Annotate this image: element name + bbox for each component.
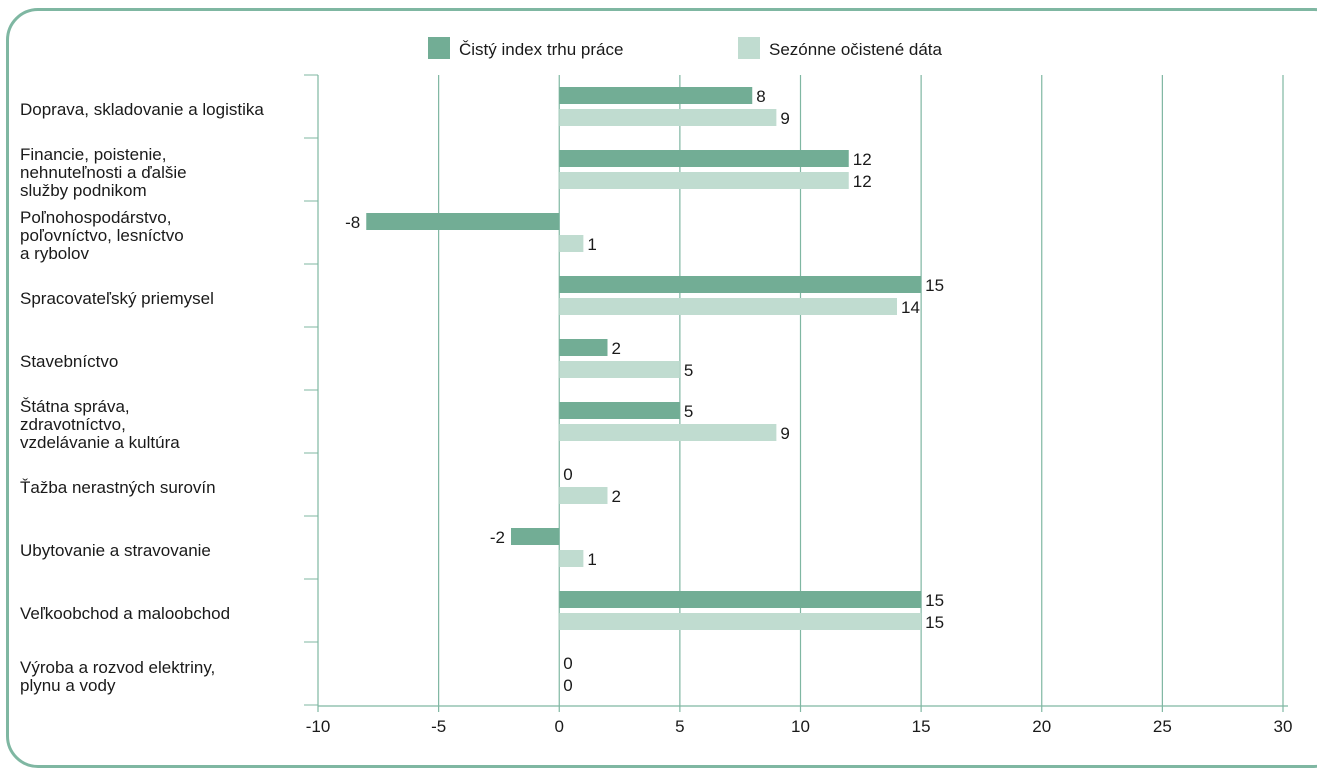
data-label: 15 [925,613,944,632]
bars [366,87,922,630]
legend-label-seasonal: Sezónne očistené dáta [769,40,943,59]
data-label: 0 [563,676,572,695]
category-label: Výroba a rozvod elektriny, plynu a vody [20,658,215,695]
bar-net-index [366,213,560,230]
data-label: 15 [925,276,944,295]
category-label-line: a rybolov [20,244,89,263]
category-label-line: poľovníctvo, lesníctvo [20,226,184,245]
data-label: -2 [490,528,505,547]
bar-net-index [559,150,849,167]
category-label-line: plynu a vody [20,676,116,695]
category-label-line: Stavebníctvo [20,352,118,371]
category-label: Stavebníctvo [20,352,118,371]
category-label: Ubytovanie a stravovanie [20,541,211,560]
x-tick-label: 5 [675,717,684,736]
bar-net-index [511,528,560,545]
x-tick-label: 25 [1153,717,1172,736]
data-label: 1 [587,550,596,569]
bar-seasonal [559,109,777,126]
x-tick-label: -5 [431,717,446,736]
category-label: Štátna správa, zdravotníctvo, vzdelávanie … [20,397,180,452]
data-label: 8 [756,87,765,106]
data-label: 1 [587,235,596,254]
data-label: 14 [901,298,920,317]
data-label: 12 [853,150,872,169]
category-label-line: nehnuteľnosti a ďalšie [20,163,187,182]
value-labels: 8 12 -8 15 2 5 0 -2 15 0 9 12 1 14 5 9 2 1 15 0 [345,87,944,695]
category-label-line: Financie, poistenie, [20,145,166,164]
data-label: 9 [780,424,789,443]
bar-seasonal [559,298,897,315]
bar-net-index [559,87,753,104]
category-label: Doprava, skladovanie a logistika [20,100,264,119]
bar-net-index [559,339,608,356]
category-label-line: zdravotníctvo, [20,415,126,434]
data-label: 5 [684,402,693,421]
gridlines [317,75,1284,706]
bar-seasonal [559,487,608,504]
data-label: 15 [925,591,944,610]
data-label: 9 [780,109,789,128]
bar-seasonal [559,550,584,567]
bar-net-index [559,402,680,419]
bar-net-index [559,591,922,608]
data-label: 5 [684,361,693,380]
category-label: Ťažba nerastných surovín [20,478,216,497]
category-label-line: Veľkoobchod a maloobchod [20,604,230,623]
x-tick-label: 0 [555,717,564,736]
category-label-line: Výroba a rozvod elektriny, [20,658,215,677]
bar-seasonal [559,172,849,189]
x-tick-label: -10 [306,717,331,736]
x-tick-label: 15 [912,717,931,736]
category-label: Veľkoobchod a maloobchod [20,604,230,623]
category-label-line: Ubytovanie a stravovanie [20,541,211,560]
chart-frame: Čistý index trhu práce Sezónne očistené … [6,8,1317,768]
category-label-line: Spracovateľský priemysel [20,289,214,308]
category-label-line: Ťažba nerastných surovín [20,478,216,497]
axes: -10 -5 0 5 10 15 20 25 30 [304,74,1293,736]
category-label: Poľnohospodárstvo, poľovníctvo, lesníctvo… [20,208,184,263]
data-label: 12 [853,172,872,191]
x-tick-label: 30 [1274,717,1293,736]
legend: Čistý index trhu práce Sezónne očistené … [428,37,943,59]
x-tick-label: 10 [791,717,810,736]
category-label-line: služby podnikom [20,181,147,200]
category-label-line: Štátna správa, [20,397,130,416]
category-label: Spracovateľský priemysel [20,289,214,308]
category-label-line: vzdelávanie a kultúra [20,433,180,452]
legend-swatch-seasonal [738,37,760,59]
x-tick-label: 20 [1032,717,1051,736]
bar-seasonal [559,613,922,630]
category-label-line: Poľnohospodárstvo, [20,208,171,227]
data-label: 0 [563,465,572,484]
category-label: Financie, poistenie, nehnuteľnosti a ďalš… [20,145,187,200]
data-label: 2 [612,339,621,358]
bar-seasonal [559,361,680,378]
legend-label-net-index: Čistý index trhu práce [459,40,623,59]
legend-swatch-net-index [428,37,450,59]
bar-seasonal [559,424,777,441]
category-label-line: Doprava, skladovanie a logistika [20,100,264,119]
bar-net-index [559,276,922,293]
data-label: -8 [345,213,360,232]
data-label: 2 [612,487,621,506]
bar-seasonal [559,235,584,252]
data-label: 0 [563,654,572,673]
category-labels: Doprava, skladovanie a logistika Financie… [20,100,264,695]
bar-chart: Čistý index trhu práce Sezónne očistené … [20,37,1293,736]
